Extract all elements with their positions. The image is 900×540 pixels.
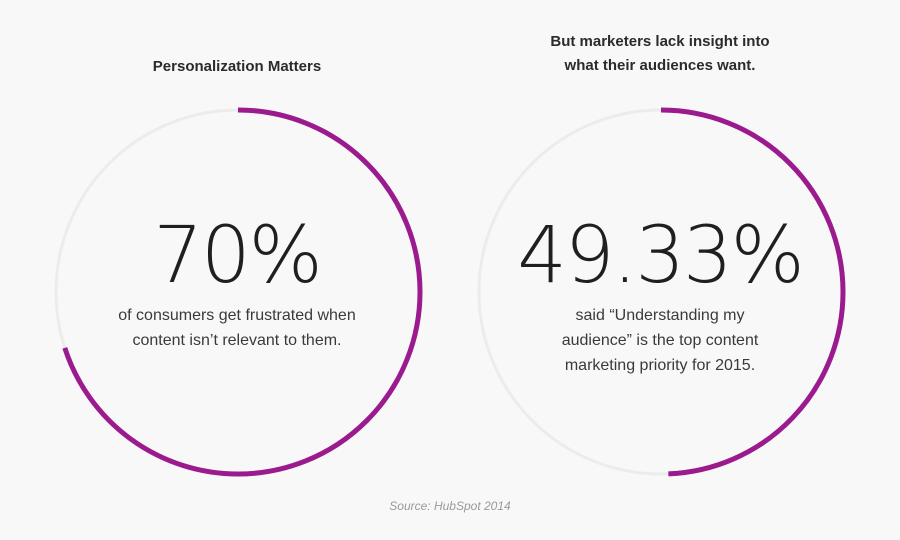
stat-heading-line: Personalization Matters xyxy=(152,58,322,75)
stat-heading-line: But marketers lack insight into xyxy=(550,33,770,50)
stat-heading-line: what their audiences want. xyxy=(564,57,756,74)
stat-block-right: But marketers lack insight into what the… xyxy=(450,0,870,500)
stat-heading: Personalization Matters xyxy=(27,55,447,79)
stat-block-left: Personalization Matters 70% of consumers… xyxy=(27,0,447,500)
stat-description: of consumers get frustrated when content… xyxy=(27,303,447,353)
stat-value: 70% xyxy=(153,211,322,301)
stat-description-line: of consumers get frustrated when xyxy=(118,307,356,324)
source-note: Source: HubSpot 2014 xyxy=(389,499,511,513)
progress-ring xyxy=(53,107,423,477)
progress-ring xyxy=(476,107,846,477)
stat-description-line: marketing priority for 2015. xyxy=(564,357,756,374)
stat-heading: But marketers lack insight into what the… xyxy=(450,30,870,78)
ring-arc xyxy=(53,107,423,477)
ring-arc xyxy=(476,107,846,477)
stat-description-line: audience” is the top content xyxy=(561,332,759,349)
stat-description: said “Understanding my audience” is the … xyxy=(450,303,870,378)
stat-value: 49.33% xyxy=(517,211,804,301)
stat-description-line: said “Understanding my xyxy=(575,307,745,324)
stat-description-line: content isn’t relevant to them. xyxy=(132,332,342,349)
